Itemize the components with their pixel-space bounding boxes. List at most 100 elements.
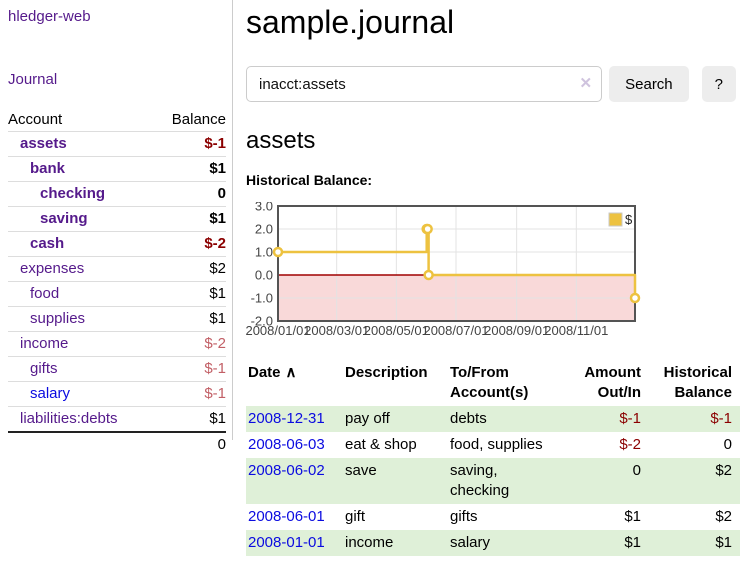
accounts-header-account: Account: [8, 111, 63, 128]
register-header-description: Description: [345, 364, 428, 381]
register-row: 2008-06-03 eat & shop food, supplies $-2 0: [246, 432, 740, 458]
transaction-accounts: debts: [450, 410, 487, 427]
svg-text:1.0: 1.0: [255, 245, 273, 260]
svg-text:2008/05/01: 2008/05/01: [364, 323, 429, 338]
sidebar-account-link[interactable]: gifts: [30, 360, 58, 377]
page-title: sample.journal: [246, 4, 455, 40]
transaction-date-link[interactable]: 2008-01-01: [248, 534, 325, 551]
account-row: food $1: [8, 281, 226, 307]
register-header-to-from-account-s-: To/From Account(s): [450, 364, 529, 401]
account-balance: $-1: [204, 135, 226, 152]
svg-text:2008/11/01: 2008/11/01: [544, 323, 608, 338]
transaction-date-link[interactable]: 2008-06-01: [248, 508, 325, 525]
brand-link[interactable]: hledger-web: [8, 8, 91, 25]
svg-text:$: $: [625, 212, 633, 227]
svg-text:2008/07/01: 2008/07/01: [423, 323, 488, 338]
search-bar: ✕ Search ?: [246, 66, 736, 102]
nav-journal-link[interactable]: Journal: [8, 71, 58, 88]
sidebar-account-link[interactable]: income: [20, 335, 69, 352]
account-row: saving $1: [8, 206, 226, 232]
svg-text:-2.0: -2.0: [251, 314, 273, 329]
clear-search-icon[interactable]: ✕: [579, 75, 593, 93]
sidebar-account-link[interactable]: liabilities:debts: [20, 410, 118, 427]
accounts-total-row: 0: [8, 432, 226, 457]
transaction-amount: $1: [624, 508, 641, 525]
main-content: sample.journal ✕ Search ? assets Histori…: [233, 0, 742, 556]
sidebar-account-link[interactable]: bank: [30, 160, 66, 177]
transaction-description: pay off: [345, 410, 390, 427]
register-header-historical-balance: Historical Balance: [663, 364, 732, 401]
account-balance: $1: [209, 410, 226, 427]
transaction-accounts: gifts: [450, 508, 478, 525]
accounts-header-balance: Balance: [171, 111, 226, 128]
account-balance: $-2: [204, 235, 226, 252]
transaction-description: income: [345, 534, 394, 551]
sort-ascending-icon: ∧: [285, 364, 297, 381]
account-balance: $-1: [204, 360, 226, 377]
svg-text:-1.0: -1.0: [251, 291, 273, 306]
account-row: income $-2: [8, 331, 226, 357]
chart-title: Historical Balance:: [246, 172, 373, 188]
search-input[interactable]: [246, 66, 603, 102]
transaction-balance: $1: [715, 534, 732, 551]
accounts-total-value: 0: [217, 436, 226, 453]
sidebar-account-link[interactable]: expenses: [20, 260, 85, 277]
historical-balance-chart[interactable]: 3.0 2.0 1.0 0.0 -1.0 -2.0 2008/01/01 2008/03/01…: [246, 202, 736, 346]
sidebar-account-link[interactable]: saving: [40, 210, 88, 227]
account-row: expenses $2: [8, 256, 226, 282]
transaction-accounts: salary: [450, 534, 491, 551]
accounts-table: Account Balance assets $-1 bank $1 checking 0…: [8, 108, 226, 457]
transaction-balance: $2: [715, 508, 732, 525]
account-balance: $1: [209, 310, 226, 327]
sidebar-account-link[interactable]: supplies: [30, 310, 86, 327]
account-row: liabilities:debts $1: [8, 406, 226, 433]
svg-text:0.0: 0.0: [255, 268, 273, 283]
help-button[interactable]: ?: [701, 66, 736, 102]
account-heading: assets: [246, 127, 316, 154]
transaction-amount: $1: [624, 534, 641, 551]
account-row: salary $-1: [8, 381, 226, 407]
transaction-balance: $-1: [710, 410, 732, 427]
sidebar: hledger-web Journal Account Balance asse…: [0, 0, 233, 453]
register-row: 2008-06-01 gift gifts $1 $2: [246, 504, 740, 530]
svg-text:2008/01/01: 2008/01/01: [246, 323, 311, 338]
transaction-description: eat & shop: [345, 436, 417, 453]
account-balance: $-2: [204, 335, 226, 352]
sidebar-account-link[interactable]: food: [30, 285, 60, 302]
svg-text:3.0: 3.0: [255, 202, 273, 214]
transaction-description: save: [345, 462, 377, 479]
register-table: Date ∧ Description To/From Account(s) Amount…: [246, 360, 740, 556]
sidebar-account-link[interactable]: salary: [30, 385, 71, 402]
transaction-date-link[interactable]: 2008-12-31: [248, 410, 325, 427]
account-balance: 0: [217, 185, 226, 202]
account-balance: $1: [209, 285, 226, 302]
transaction-amount: 0: [632, 462, 641, 479]
svg-text:2.0: 2.0: [255, 222, 273, 237]
account-row: checking 0: [8, 181, 226, 207]
transaction-balance: 0: [723, 436, 732, 453]
transaction-date-link[interactable]: 2008-06-02: [248, 462, 325, 479]
sidebar-account-link[interactable]: cash: [30, 235, 65, 252]
transaction-date-link[interactable]: 2008-06-03: [248, 436, 325, 453]
sidebar-account-link[interactable]: checking: [40, 185, 106, 202]
transaction-amount: $-1: [619, 410, 641, 427]
register-header-date[interactable]: Date ∧: [248, 364, 297, 381]
transaction-amount: $-2: [619, 436, 641, 453]
sidebar-account-link[interactable]: assets: [20, 135, 67, 152]
search-button[interactable]: Search: [609, 66, 689, 102]
account-row: assets $-1: [8, 131, 226, 157]
register-row: 2008-12-31 pay off debts $-1 $-1: [246, 406, 740, 432]
account-row: gifts $-1: [8, 356, 226, 382]
register-row: 2008-01-01 income salary $1 $1: [246, 530, 740, 556]
account-row: bank $1: [8, 156, 226, 182]
account-balance: $1: [209, 210, 226, 227]
register-row: 2008-06-02 save saving, checking 0 $2: [246, 458, 740, 504]
svg-text:2008/03/01: 2008/03/01: [304, 323, 369, 338]
transaction-balance: $2: [715, 462, 732, 479]
transaction-accounts: food, supplies: [450, 436, 543, 453]
transaction-description: gift: [345, 508, 366, 525]
account-row: cash $-2: [8, 231, 226, 257]
account-balance: $-1: [204, 385, 226, 402]
account-balance: $1: [209, 160, 226, 177]
transaction-accounts: saving, checking: [450, 462, 510, 499]
